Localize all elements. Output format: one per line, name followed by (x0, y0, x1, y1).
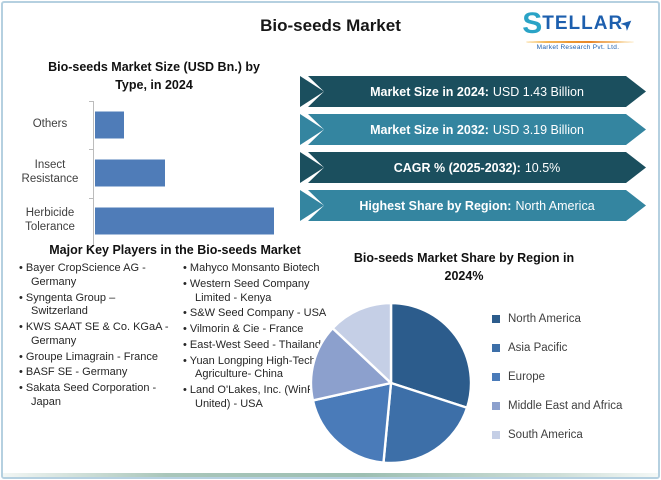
key-player-item: • KWS SAAT SE & Co. KGaA - Germany (19, 321, 169, 347)
legend-swatch-icon (492, 343, 500, 352)
bottom-accent-strip (3, 473, 658, 477)
bar-row: Others (15, 101, 293, 149)
banner-label: Highest Share by Region: (359, 198, 512, 213)
highlight-banner: CAGR % (2025-2032): 10.5% (300, 152, 646, 183)
axis-tick (89, 101, 93, 102)
legend-swatch-icon (492, 430, 500, 439)
legend-item: Europe (492, 362, 622, 391)
stellar-logo: STELLAR➤ Market Research Pvt. Ltd. (508, 9, 648, 52)
legend-swatch-icon (492, 314, 500, 323)
bar-row: Herbicide Tolerance (15, 197, 293, 245)
bar-track (94, 101, 293, 149)
key-player-item: • Syngenta Group – Switzerland (19, 291, 116, 318)
bar-category-label: Insect Resistance (21, 159, 79, 185)
legend-item: Asia Pacific (492, 333, 622, 362)
banner-value: USD 1.43 Billion (492, 84, 584, 99)
banner-value: 10.5% (524, 160, 561, 175)
axis-tick (89, 149, 93, 150)
legend-label: Middle East and Africa (508, 399, 623, 412)
bar-category-label: Others (32, 118, 68, 131)
logo-wordmark: STELLAR➤ (508, 9, 648, 39)
key-player-item: • Bayer CropScience AG - Germany (19, 262, 146, 288)
key-player-item: • Yuan Longping High-Tech Agriculture- C… (183, 354, 316, 381)
bar-chart-section: Bio-seeds Market Size (USD Bn.) by Type,… (15, 59, 293, 247)
pie-chart-title: Bio-seeds Market Share by Region in 2024… (353, 251, 575, 283)
pie-slice-europe (311, 381, 393, 464)
banner-label: Market Size in 2032: (370, 122, 489, 137)
axis-tick (89, 198, 93, 199)
key-player-item: • BASF SE - Germany (19, 366, 128, 379)
highlight-banner: Market Size in 2032: USD 3.19 Billion (300, 114, 646, 145)
highlight-banner: Market Size in 2024: USD 1.43 Billion (300, 76, 646, 107)
bar (95, 159, 166, 187)
key-player-item: • Sakata Seed Corporation - Japan (19, 382, 157, 408)
key-player-item: • East-West Seed - Thailand (183, 338, 321, 351)
banner-label: CAGR % (2025-2032): (393, 160, 521, 175)
legend-swatch-icon (492, 372, 500, 381)
banner-value: USD 3.19 Billion (492, 122, 584, 137)
key-player-item: • Land O'Lakes, Inc. (WinField United) -… (183, 384, 331, 410)
pie-slice-middle-east-and-africa (309, 327, 393, 402)
bar-chart-plot: Others Insect Resistance Herbicide Toleran… (15, 101, 293, 247)
pie-chart (309, 301, 473, 465)
bar-track (94, 149, 293, 197)
logo-swoosh (526, 41, 634, 43)
banner-text: Market Size in 2032: USD 3.19 Billion (308, 114, 646, 145)
legend-label: North America (508, 312, 581, 325)
banner-text: Market Size in 2024: USD 1.43 Billion (308, 76, 646, 107)
pie-legend: North America Asia Pacific Europe Middle Ea… (492, 304, 622, 449)
logo-text: TELLAR (542, 13, 624, 34)
key-player-item: • Western Seed Company Limited - Kenya (183, 277, 310, 304)
bar-track (94, 197, 293, 245)
legend-label: Asia Pacific (508, 341, 568, 354)
key-players-title: Major Key Players in the Bio-seeds Marke… (49, 243, 301, 257)
key-players-columns: • Bayer CropScience AG - Germany • Syngen… (11, 262, 339, 414)
legend-label: Europe (508, 370, 546, 383)
axis-tick (89, 246, 93, 247)
legend-item: South America (492, 420, 622, 449)
key-player-item: • Groupe Limagrain - France (19, 350, 158, 363)
bar-category-label: Herbicide Tolerance (25, 207, 75, 233)
bar-chart-axis (93, 101, 94, 247)
highlight-banners: Market Size in 2024: USD 1.43 Billion Mark… (300, 76, 646, 228)
pie-slice-asia-pacific (382, 381, 469, 465)
page-title: Bio-seeds Market (260, 16, 401, 35)
legend-item: Middle East and Africa (492, 391, 622, 420)
legend-item: North America (492, 304, 622, 333)
legend-label: South America (508, 428, 583, 441)
key-player-item: • Mahyco Monsanto Biotech (183, 262, 320, 274)
key-player-item: • Vilmorin & Cie - France (183, 323, 304, 335)
key-player-item: • S&W Seed Company - USA (183, 307, 327, 320)
key-players-section: Major Key Players in the Bio-seeds Marke… (11, 243, 339, 414)
key-players-column-2: • Mahyco Monsanto Biotech • Western Seed … (175, 262, 339, 414)
legend-swatch-icon (492, 401, 500, 410)
bar-chart-title: Bio-seeds Market Size (USD Bn.) by Type,… (48, 60, 260, 92)
banner-text: Highest Share by Region: North America (308, 190, 646, 221)
bar (95, 111, 125, 139)
key-players-column-1: • Bayer CropScience AG - Germany • Syngen… (11, 262, 175, 414)
bar-row: Insect Resistance (15, 149, 293, 197)
banner-value: North America (515, 198, 595, 213)
pie-slice-south-america (331, 301, 393, 385)
logo-letter-s: S (522, 7, 543, 40)
banner-label: Market Size in 2024: (370, 84, 489, 99)
banner-text: CAGR % (2025-2032): 10.5% (308, 152, 646, 183)
bar (95, 207, 275, 235)
pie-slice-north-america (389, 301, 473, 409)
highlight-banner: Highest Share by Region: North America (300, 190, 646, 221)
logo-tagline: Market Research Pvt. Ltd. (536, 44, 620, 51)
